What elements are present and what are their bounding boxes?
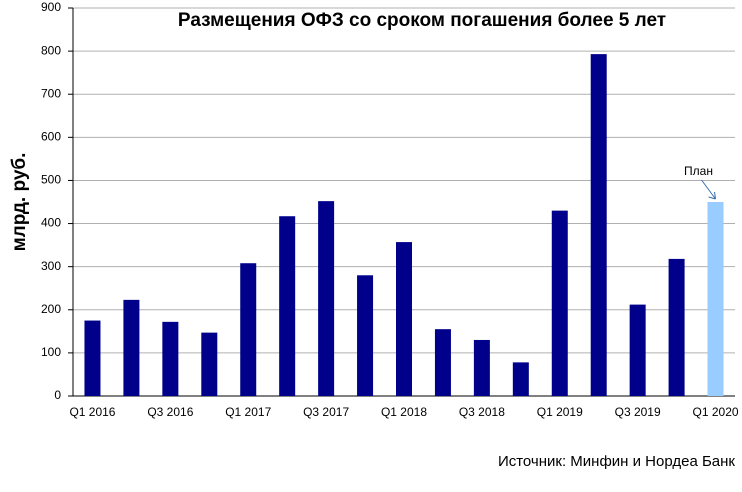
y-tick-label: 100 bbox=[41, 345, 61, 359]
bar bbox=[473, 339, 490, 396]
x-tick-label: Q1 2017 bbox=[225, 405, 271, 419]
bar bbox=[318, 201, 335, 396]
bar bbox=[434, 329, 451, 396]
bar bbox=[123, 299, 140, 396]
y-tick-label: 600 bbox=[41, 130, 61, 144]
y-tick-label: 500 bbox=[41, 173, 61, 187]
x-tick-label: Q1 2018 bbox=[381, 405, 427, 419]
y-tick-label: 300 bbox=[41, 259, 61, 273]
bar bbox=[551, 210, 568, 396]
bar bbox=[629, 304, 646, 396]
y-tick-label: 400 bbox=[41, 216, 61, 230]
bar bbox=[668, 258, 685, 396]
bar bbox=[84, 320, 101, 396]
source-note: Источник: Минфин и Нордеа Банк bbox=[498, 453, 735, 470]
bar bbox=[240, 263, 257, 396]
x-tick-label: Q1 2020 bbox=[693, 405, 739, 419]
x-tick-label: Q3 2017 bbox=[303, 405, 349, 419]
bar bbox=[357, 275, 374, 396]
bar bbox=[162, 321, 179, 396]
annotation: План bbox=[684, 164, 713, 178]
x-tick-label: Q1 2016 bbox=[69, 405, 115, 419]
x-tick-label: Q3 2016 bbox=[147, 405, 193, 419]
x-tick-label: Q3 2019 bbox=[615, 405, 661, 419]
x-tick-label: Q3 2018 bbox=[459, 405, 505, 419]
y-tick-label: 0 bbox=[54, 388, 61, 402]
y-tick-label: 800 bbox=[41, 43, 61, 57]
annotation-arrow bbox=[701, 179, 717, 200]
bar bbox=[590, 54, 607, 397]
y-axis-label: млрд. руб. bbox=[9, 153, 30, 252]
y-tick-label: 200 bbox=[41, 302, 61, 316]
bar bbox=[512, 362, 529, 396]
bar bbox=[707, 202, 724, 396]
bar bbox=[279, 216, 296, 396]
bar bbox=[396, 242, 412, 396]
bar bbox=[201, 332, 218, 396]
y-tick-label: 700 bbox=[41, 86, 61, 100]
chart-title: Размещения ОФЗ со сроком погашения более… bbox=[178, 10, 666, 31]
x-tick-label: Q1 2019 bbox=[537, 405, 583, 419]
y-tick-label: 900 bbox=[41, 0, 61, 14]
